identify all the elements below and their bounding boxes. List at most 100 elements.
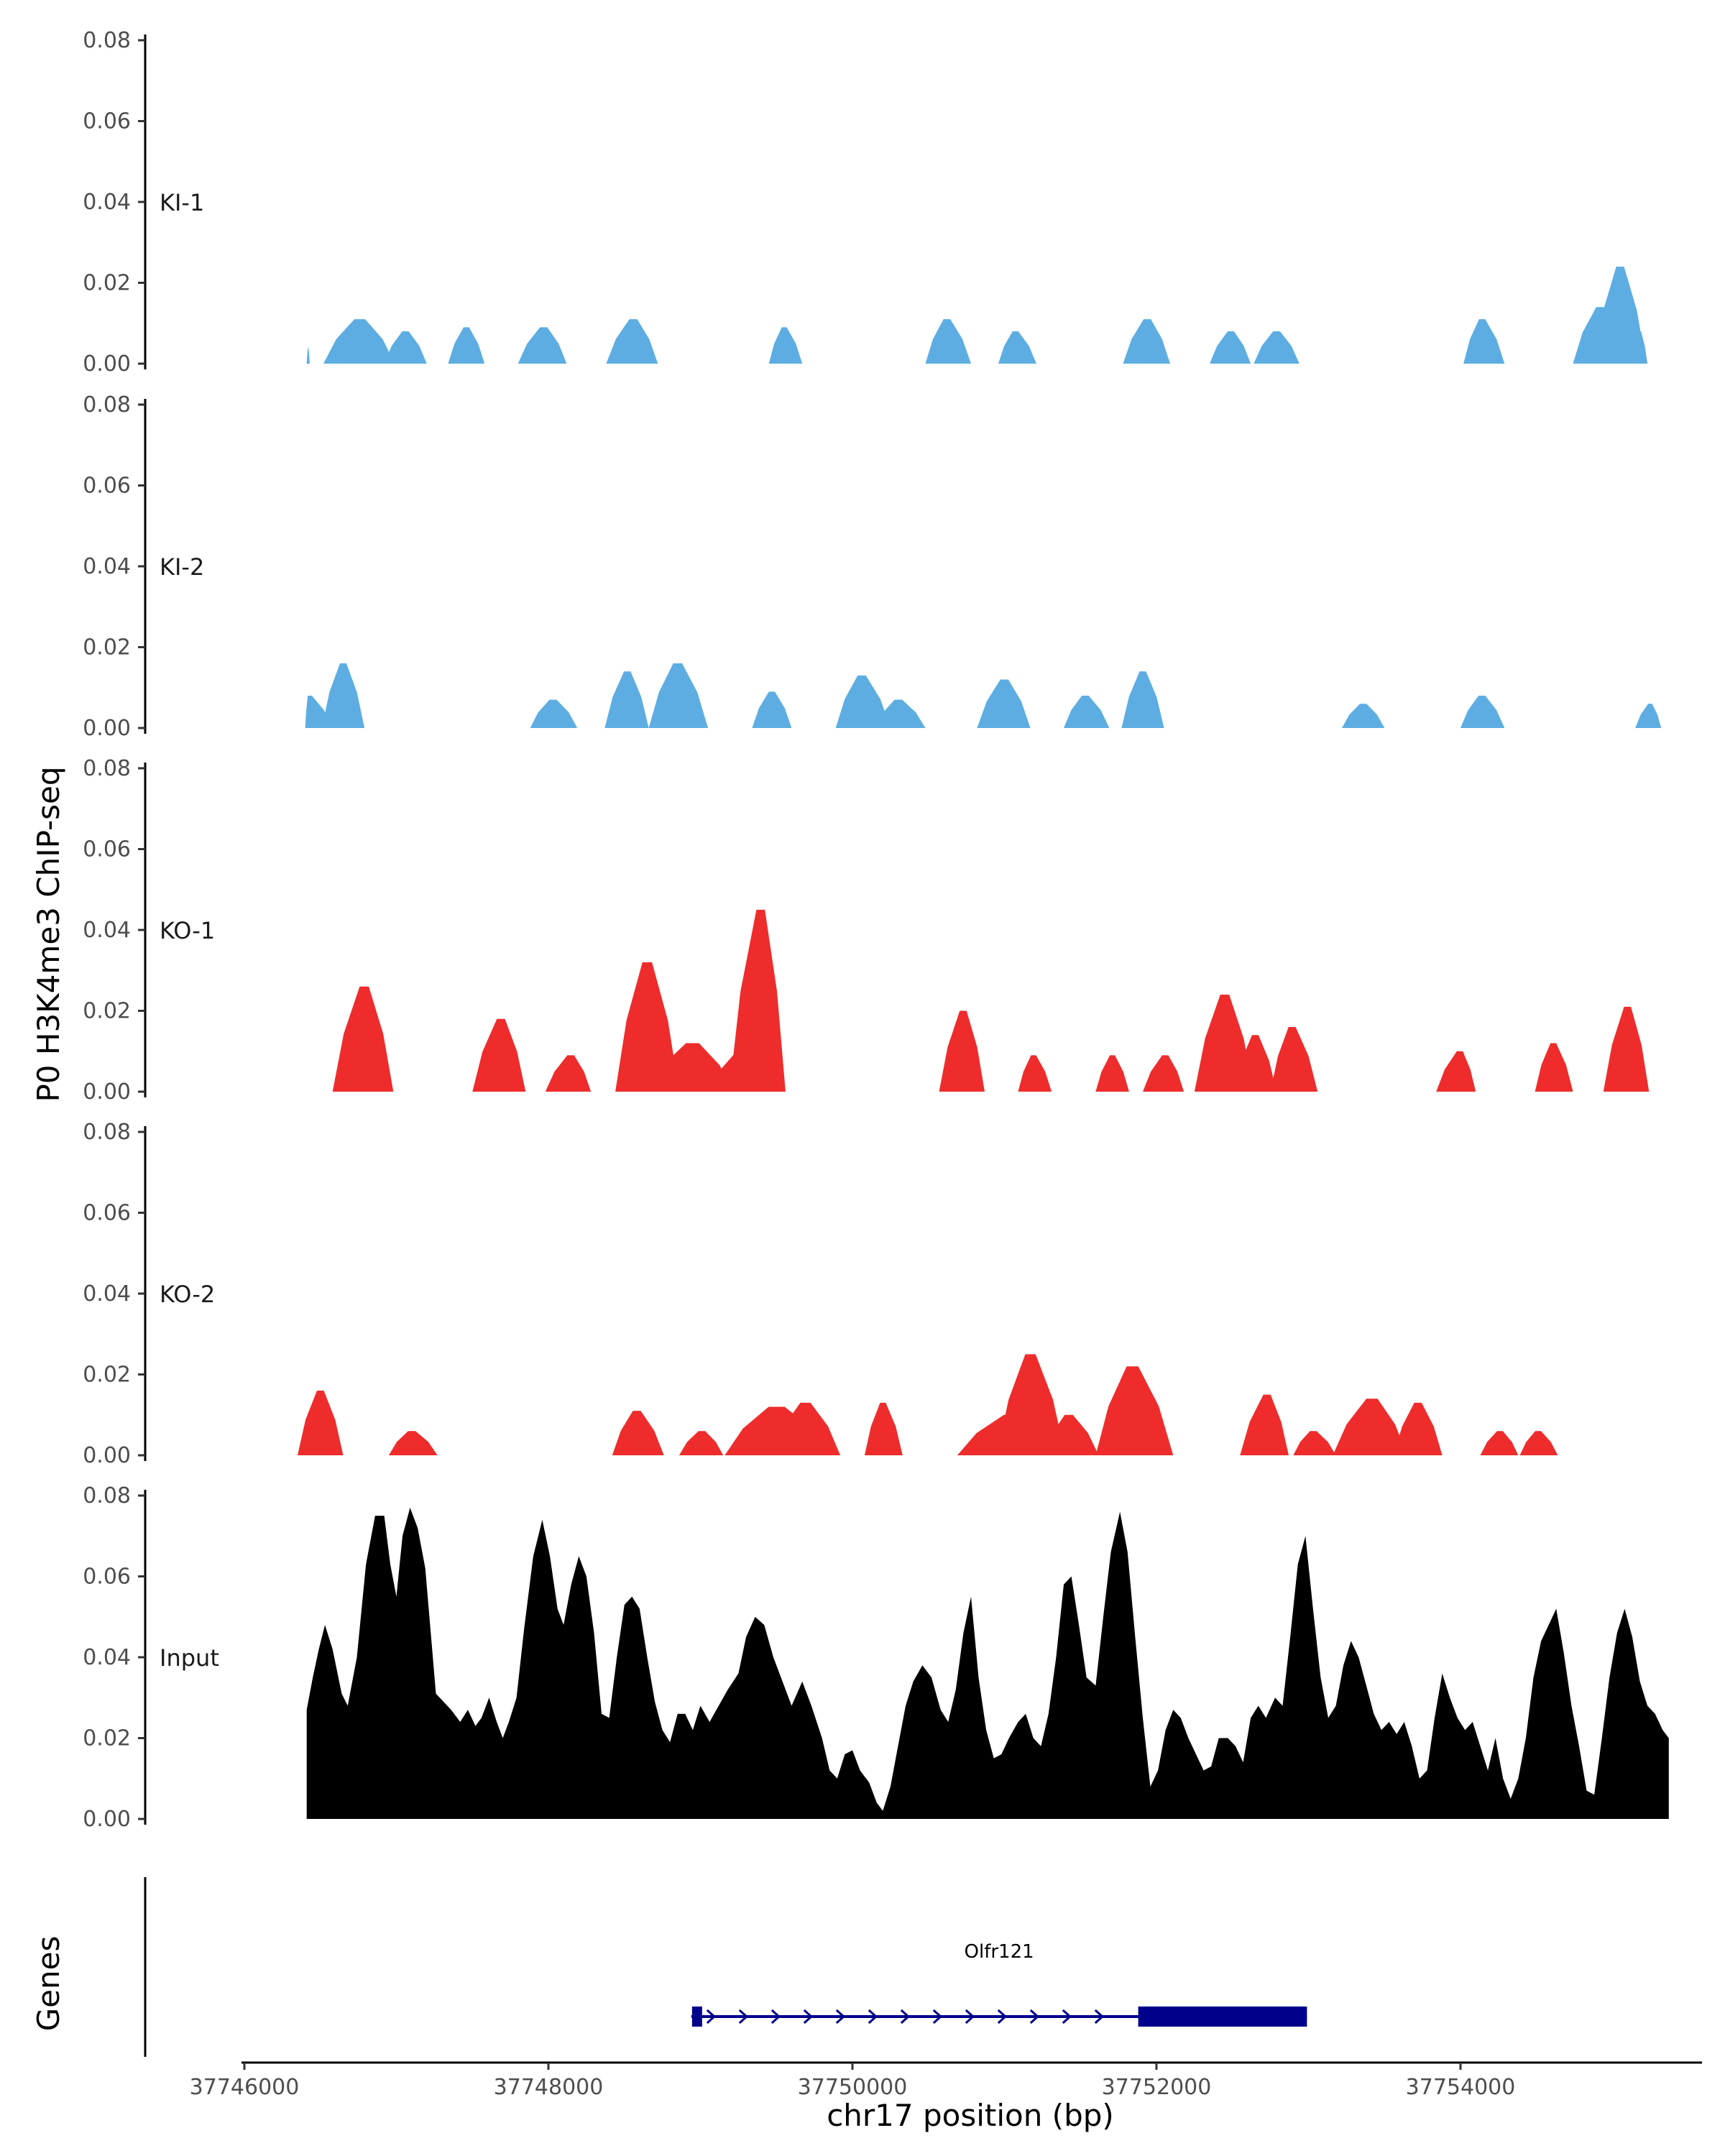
signal-peak [1620, 331, 1648, 364]
signal-tracks: 0.00 0.02 0.04 0.06 0.08 KI-1 0.00 0.02 0.04 0.06… [83, 28, 1669, 1832]
signal-peak [835, 675, 891, 728]
y-tick-label: 0.08 [83, 1120, 131, 1145]
y-axis-title: P0 H3K4me3 ChIP-seq [31, 766, 66, 1102]
strand-arrow [1029, 2009, 1040, 2024]
signal-peak [612, 1411, 664, 1455]
signal-peak [1210, 331, 1251, 364]
signal-peak [1519, 1431, 1558, 1455]
y-tick-label: 0.04 [83, 190, 131, 215]
y-tick-label: 0.02 [83, 1726, 131, 1751]
track-label: KI-2 [160, 553, 204, 581]
x-tick-label: 37754000 [1406, 2075, 1516, 2100]
strand-arrow [770, 2009, 781, 2024]
signal-peak [1463, 319, 1505, 364]
gene-exon [691, 2007, 702, 2027]
signal-peak [1240, 1394, 1289, 1455]
track-label: Input [160, 1644, 219, 1672]
signal-peak [1044, 1414, 1099, 1455]
signal-peak [518, 327, 567, 364]
signal-peak [384, 331, 427, 364]
y-tick-label: 0.02 [83, 1363, 131, 1388]
signal-peak [1018, 1055, 1052, 1092]
y-tick-label: 0.00 [83, 1807, 131, 1832]
signal-peak [1194, 995, 1254, 1092]
track-label: KO-2 [160, 1281, 215, 1308]
track-label: KI-1 [160, 189, 204, 216]
signal-peak [875, 699, 926, 728]
signal-peak [996, 1354, 1066, 1455]
signal-peak [1603, 1006, 1650, 1092]
signal-peak [1095, 1366, 1174, 1455]
x-tick-label: 37752000 [1102, 2075, 1212, 2100]
strand-arrow [738, 2009, 749, 2024]
signal-peak [1254, 331, 1300, 364]
strand-arrow [835, 2009, 846, 2024]
y-tick-label: 0.02 [83, 271, 131, 296]
y-tick-label: 0.04 [83, 554, 131, 579]
y-tick-label: 0.02 [83, 635, 131, 660]
signal-peak [606, 319, 658, 364]
signal-peak [545, 1055, 592, 1092]
signal-peak [647, 1043, 734, 1092]
signal-peak [615, 962, 679, 1092]
signal-peak [1095, 1055, 1129, 1092]
y-tick-label: 0.04 [83, 918, 131, 943]
signal-peak [998, 331, 1036, 364]
track-label: KO-1 [160, 917, 215, 944]
x-tick-label: 37748000 [494, 2075, 604, 2100]
signal-peak [1393, 1402, 1443, 1455]
signal-peak [306, 347, 310, 364]
signal-peak [1064, 696, 1110, 728]
signal-peak [1143, 1055, 1184, 1092]
track-ko-2: 0.00 0.02 0.04 0.06 0.08 KO-2 [83, 1120, 1558, 1468]
y-tick-label: 0.00 [83, 716, 131, 741]
signal-peak [939, 1010, 985, 1092]
signal-peak [1480, 1431, 1519, 1455]
signal-peak [1121, 671, 1164, 728]
signal-peak [1635, 704, 1662, 728]
signal-peak [729, 909, 786, 1092]
strand-arrow [1094, 2009, 1105, 2024]
gene-name-label: Olfr121 [965, 1941, 1034, 1963]
strand-arrow [868, 2009, 878, 2024]
genes-track-title: Genes [31, 1936, 66, 2032]
signal-peak [752, 691, 792, 728]
y-tick-label: 0.08 [83, 756, 131, 781]
strand-arrow [932, 2009, 943, 2024]
y-tick-label: 0.08 [83, 1483, 131, 1508]
signal-peak [321, 663, 365, 728]
signal-peak [1460, 696, 1505, 728]
gene-exon [1138, 2007, 1307, 2027]
signal-peak [771, 1402, 841, 1455]
signal-peak [332, 986, 394, 1092]
signal-peak [1436, 1051, 1476, 1092]
signal-peak [472, 1018, 526, 1092]
gene-track: Olfr121 [144, 1877, 1307, 2057]
signal-peak [1270, 1027, 1318, 1092]
signal-peak [678, 1431, 724, 1455]
y-tick-label: 0.08 [83, 28, 131, 53]
signal-peak [1123, 319, 1170, 364]
signal-peak [768, 327, 803, 364]
signal-area [306, 1507, 1669, 1819]
y-tick-label: 0.06 [83, 1565, 131, 1590]
track-ki-2: 0.00 0.02 0.04 0.06 0.08 KI-2 [83, 392, 1662, 741]
signal-peak [925, 319, 971, 364]
strand-arrow [803, 2009, 814, 2024]
strand-arrow [997, 2009, 1008, 2024]
signal-peak [604, 671, 649, 728]
signal-peak [648, 663, 709, 728]
signal-peak [530, 699, 578, 728]
strand-arrow [965, 2009, 975, 2024]
y-tick-label: 0.04 [83, 1281, 131, 1307]
x-axis: 37746000 37748000 37750000 37752000 37754000 [190, 2061, 1702, 2100]
signal-peak [1233, 1035, 1277, 1092]
y-tick-label: 0.00 [83, 1079, 131, 1105]
strand-arrow [1062, 2009, 1072, 2024]
track-ko-1: 0.00 0.02 0.04 0.06 0.08 KO-1 [83, 756, 1650, 1105]
strand-arrow [900, 2009, 911, 2024]
y-tick-label: 0.00 [83, 351, 131, 377]
y-tick-label: 0.06 [83, 109, 131, 134]
y-tick-label: 0.06 [83, 1201, 131, 1226]
